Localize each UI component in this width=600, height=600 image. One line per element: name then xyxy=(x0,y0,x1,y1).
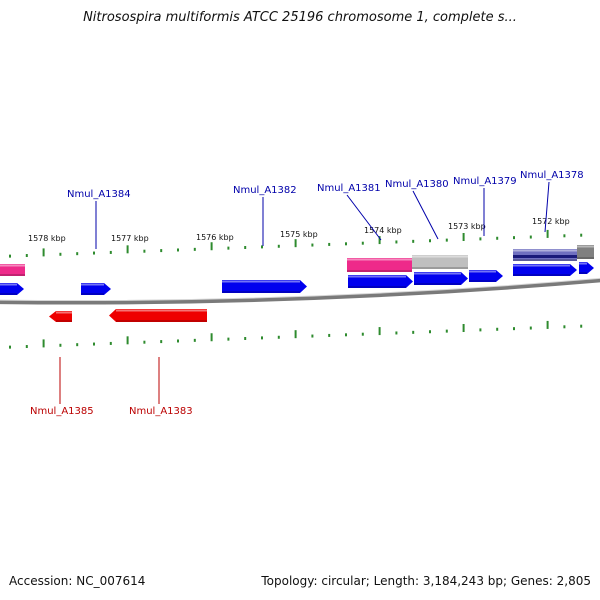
forward-gene[interactable] xyxy=(513,264,577,276)
accession-label: Accession: NC_007614 xyxy=(9,574,146,588)
gene-label-nmul_a1380[interactable]: Nmul_A1380 xyxy=(385,179,449,190)
callout-leader xyxy=(412,190,439,240)
gray-feature[interactable] xyxy=(412,255,468,269)
forward-gene[interactable] xyxy=(469,270,503,282)
gene-label-nmul_a1385[interactable]: Nmul_A1385 xyxy=(30,406,94,417)
tick-row-upper xyxy=(9,229,583,258)
forward-gene[interactable] xyxy=(348,275,413,288)
gene-callouts: Nmul_A1384 Nmul_A1382 Nmul_A1381 Nmul_A1380… xyxy=(30,170,584,417)
gray-feature[interactable] xyxy=(577,245,594,259)
gene-label-nmul_a1378[interactable]: Nmul_A1378 xyxy=(520,170,584,181)
callout-leader xyxy=(346,194,382,241)
genome-summary: Topology: circular; Length: 3,184,243 bp… xyxy=(261,574,591,588)
gene-label-nmul_a1382[interactable]: Nmul_A1382 xyxy=(233,185,297,196)
kbp-label: 1576 kbp xyxy=(196,233,234,242)
kbp-scale-labels: 1578 kbp 1577 kbp 1576 kbp 1575 kbp 1574 kbp… xyxy=(28,217,570,243)
gene-features xyxy=(0,245,594,322)
kbp-label: 1573 kbp xyxy=(448,222,486,231)
map-title: Nitrosospira multiformis ATCC 25196 chro… xyxy=(83,10,517,25)
pink-feature[interactable] xyxy=(0,264,25,276)
forward-gene[interactable] xyxy=(222,280,307,293)
kbp-label: 1577 kbp xyxy=(111,234,149,243)
pink-feature[interactable] xyxy=(347,258,412,272)
forward-gene[interactable] xyxy=(0,283,24,295)
callout-leader xyxy=(544,181,550,233)
kbp-label: 1574 kbp xyxy=(364,226,402,235)
forward-gene[interactable] xyxy=(81,283,111,295)
gene-label-nmul_a1381[interactable]: Nmul_A1381 xyxy=(317,183,381,194)
kbp-label: 1578 kbp xyxy=(28,234,66,243)
kbp-label: 1572 kbp xyxy=(532,217,570,226)
reverse-gene[interactable] xyxy=(49,311,72,322)
gene-label-nmul_a1383[interactable]: Nmul_A1383 xyxy=(129,406,193,417)
kbp-label: 1575 kbp xyxy=(280,230,318,239)
gene-label-nmul_a1384[interactable]: Nmul_A1384 xyxy=(67,189,131,200)
tick-row-lower xyxy=(9,320,583,349)
forward-gene[interactable] xyxy=(414,272,468,285)
chromosome-backbone xyxy=(0,278,600,305)
gene-label-nmul_a1379[interactable]: Nmul_A1379 xyxy=(453,176,517,187)
reverse-gene[interactable] xyxy=(109,309,207,322)
forward-gene[interactable] xyxy=(579,262,594,274)
